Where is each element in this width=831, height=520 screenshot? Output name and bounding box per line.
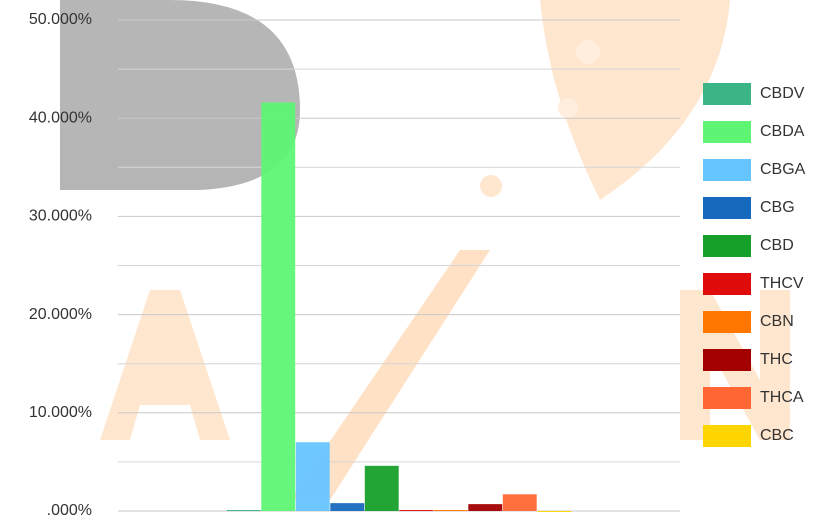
legend-label: THCA <box>760 389 804 406</box>
legend-swatch <box>703 425 751 447</box>
legend-label: CBGA <box>760 161 806 178</box>
legend-swatch <box>703 235 751 257</box>
watermark <box>60 0 790 500</box>
y-tick-label: 40.000% <box>29 109 92 126</box>
legend-label: THC <box>760 351 793 368</box>
legend-swatch <box>703 83 751 105</box>
legend-swatch <box>703 159 751 181</box>
legend-label: THCV <box>760 275 804 292</box>
bar <box>364 465 399 511</box>
y-tick-label: .000% <box>47 502 92 519</box>
legend-swatch <box>703 273 751 295</box>
legend-swatch <box>703 197 751 219</box>
y-tick-label: 20.000% <box>29 306 92 323</box>
bar <box>433 510 468 512</box>
bar <box>468 504 503 511</box>
watermark-a <box>100 290 230 440</box>
legend-swatch <box>703 311 751 333</box>
legend-label: CBN <box>760 313 794 330</box>
legend-label: CBG <box>760 199 795 216</box>
bar <box>295 442 330 511</box>
watermark-v <box>290 250 490 500</box>
y-tick-label: 50.000% <box>29 11 92 28</box>
legend-swatch <box>703 121 751 143</box>
bar <box>399 510 434 512</box>
y-tick-label: 30.000% <box>29 208 92 225</box>
legend-label: CBD <box>760 237 794 254</box>
watermark-dot <box>558 98 578 118</box>
watermark-d <box>60 130 135 190</box>
bar <box>226 510 261 512</box>
legend-label: CBDA <box>760 123 805 140</box>
bar <box>330 503 365 511</box>
bar <box>261 102 296 511</box>
legend-label: CBDV <box>760 85 805 102</box>
bar <box>502 494 537 511</box>
watermark-dot <box>480 175 502 197</box>
legend-swatch <box>703 387 751 409</box>
bar <box>537 511 572 512</box>
legend-label: CBC <box>760 427 794 444</box>
y-tick-label: 10.000% <box>29 404 92 421</box>
legend-swatch <box>703 349 751 371</box>
watermark-dot <box>576 40 600 64</box>
